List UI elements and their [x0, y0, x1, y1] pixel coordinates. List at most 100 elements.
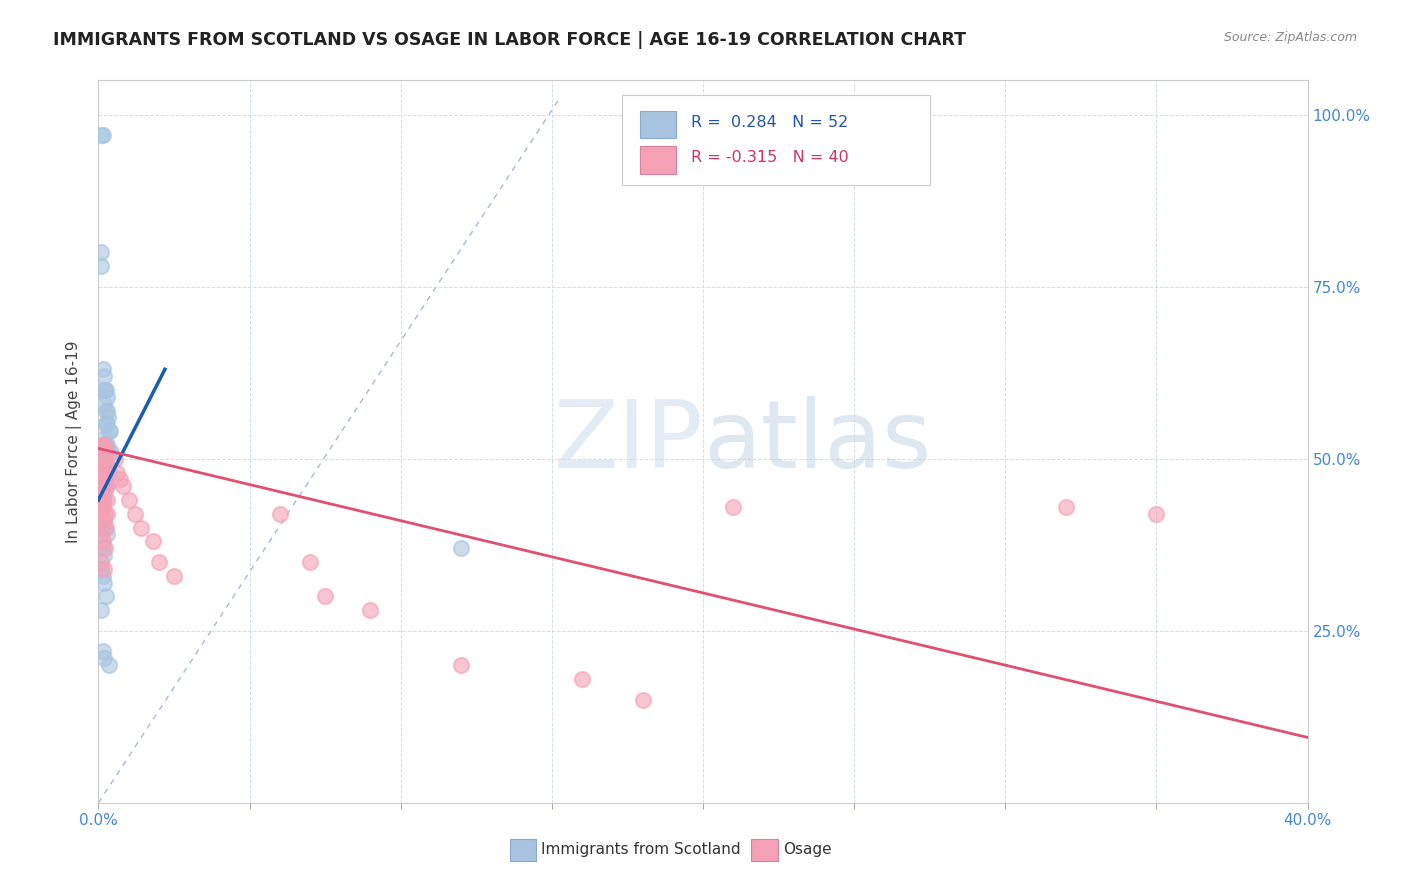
Point	[90, 555, 112, 569]
Point	[93, 575, 115, 590]
Point	[94, 417, 117, 432]
Point	[96, 527, 118, 541]
Point	[105, 466, 128, 480]
Point	[90, 562, 112, 576]
Point	[148, 555, 170, 569]
Point	[118, 493, 141, 508]
Point	[98, 658, 121, 673]
Point	[723, 500, 745, 514]
Point	[93, 369, 115, 384]
Point	[90, 527, 112, 541]
Point	[360, 603, 382, 617]
Point	[93, 651, 115, 665]
Point	[94, 383, 117, 397]
Point	[450, 658, 472, 673]
Point	[91, 451, 114, 466]
Point	[108, 472, 131, 486]
Point	[91, 486, 114, 500]
Point	[96, 458, 118, 473]
Point	[93, 451, 115, 466]
Point	[98, 424, 121, 438]
Point	[90, 603, 112, 617]
Point	[90, 486, 112, 500]
Point	[93, 486, 115, 500]
Point	[93, 548, 115, 562]
Point	[93, 466, 115, 480]
Point	[94, 507, 117, 521]
Point	[91, 466, 114, 480]
Point	[94, 479, 117, 493]
Point	[1054, 500, 1077, 514]
Point	[91, 541, 114, 556]
Text: ZIP: ZIP	[554, 395, 703, 488]
Point	[91, 534, 114, 549]
Point	[90, 438, 112, 452]
Point	[93, 472, 115, 486]
Point	[96, 417, 118, 432]
Point	[129, 520, 152, 534]
Point	[450, 541, 472, 556]
Point	[96, 507, 118, 521]
Point	[90, 500, 112, 514]
Point	[91, 507, 114, 521]
Point	[93, 562, 115, 576]
Point	[94, 590, 117, 604]
Point	[100, 445, 122, 459]
Point	[93, 479, 115, 493]
Text: Source: ZipAtlas.com: Source: ZipAtlas.com	[1223, 31, 1357, 45]
Point	[98, 466, 121, 480]
Text: IMMIGRANTS FROM SCOTLAND VS OSAGE IN LABOR FORCE | AGE 16-19 CORRELATION CHART: IMMIGRANTS FROM SCOTLAND VS OSAGE IN LAB…	[53, 31, 966, 49]
Point	[314, 590, 336, 604]
Point	[94, 520, 117, 534]
Text: Osage: Osage	[783, 842, 831, 857]
Point	[104, 451, 127, 466]
Point	[163, 568, 186, 582]
Point	[1144, 507, 1167, 521]
Point	[111, 479, 134, 493]
Point	[631, 692, 654, 706]
Point	[90, 128, 112, 143]
Point	[93, 514, 115, 528]
Point	[90, 245, 112, 260]
Point	[94, 383, 117, 397]
Point	[124, 507, 146, 521]
Point	[90, 514, 112, 528]
Point	[93, 383, 115, 397]
Point	[93, 514, 115, 528]
Point	[93, 431, 115, 445]
Bar	[509, 838, 536, 861]
Point	[94, 403, 117, 417]
Point	[94, 541, 117, 556]
Point	[90, 451, 112, 466]
Point	[94, 458, 117, 473]
Point	[91, 128, 114, 143]
Point	[94, 445, 117, 459]
Point	[90, 472, 112, 486]
Text: Immigrants from Scotland: Immigrants from Scotland	[541, 842, 741, 857]
Point	[90, 500, 112, 514]
Point	[90, 466, 112, 480]
Point	[94, 520, 117, 534]
Text: atlas: atlas	[703, 395, 931, 488]
Point	[94, 479, 117, 493]
Point	[93, 451, 115, 466]
Point	[91, 644, 114, 658]
Bar	[751, 838, 778, 861]
Point	[93, 397, 115, 411]
Point	[91, 362, 114, 376]
Point	[96, 479, 118, 493]
Point	[96, 438, 118, 452]
Point	[91, 472, 114, 486]
Text: R = -0.315   N = 40: R = -0.315 N = 40	[690, 150, 849, 165]
Point	[571, 672, 593, 686]
Bar	[640, 146, 676, 174]
Point	[269, 507, 291, 521]
Point	[91, 568, 114, 582]
Point	[94, 458, 117, 473]
Point	[98, 445, 121, 459]
Point	[96, 390, 118, 404]
Point	[299, 555, 322, 569]
Point	[90, 486, 112, 500]
Point	[91, 493, 114, 508]
Point	[93, 438, 115, 452]
